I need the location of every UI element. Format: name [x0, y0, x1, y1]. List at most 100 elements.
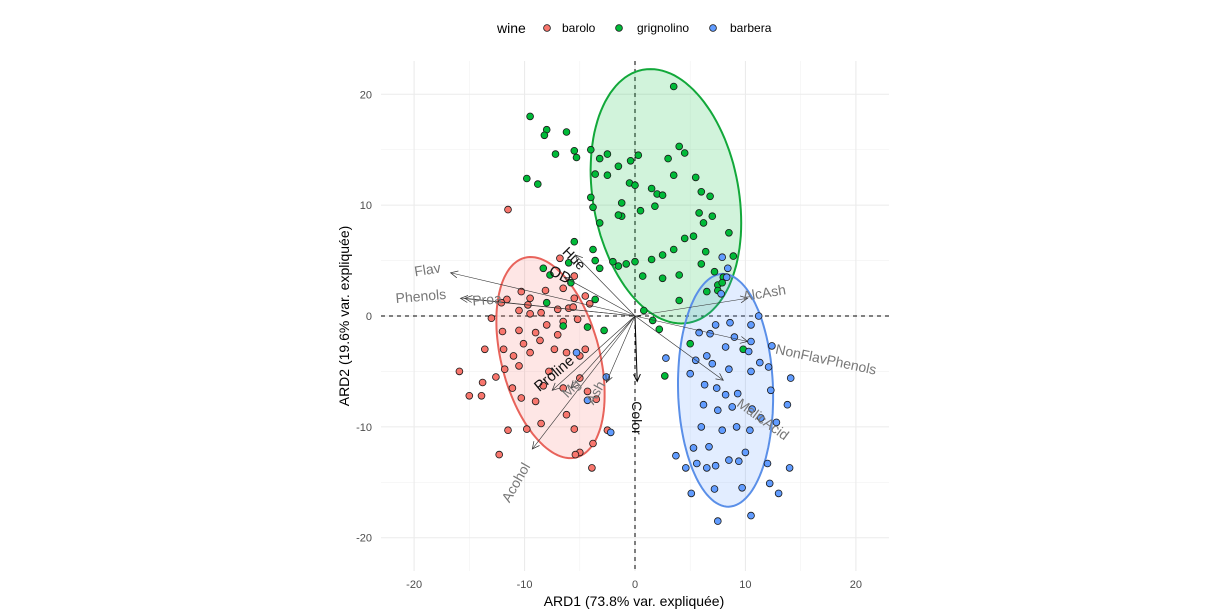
point-barolo: [508, 384, 517, 392]
point-barbera: [765, 479, 774, 488]
point-barbera: [747, 337, 755, 346]
point-grignolino: [647, 255, 656, 264]
point-barolo: [541, 286, 550, 295]
y-tick-label: 20: [360, 89, 372, 101]
point-grignolino: [647, 184, 656, 193]
point-grignolino: [648, 316, 657, 325]
point-grignolino: [526, 112, 534, 121]
y-tick-label: -20: [356, 533, 372, 545]
point-grignolino: [600, 326, 608, 335]
point-barbera: [689, 444, 698, 452]
point-barolo: [537, 419, 545, 428]
point-barbera: [738, 483, 746, 492]
point-grignolino: [702, 287, 711, 296]
arrow-ash: [606, 315, 636, 383]
point-grignolino: [570, 147, 579, 155]
point-barolo: [571, 450, 580, 459]
x-axis-ticks: -20 -10 0 10 20: [406, 579, 862, 591]
variable-label-proa: Proa: [472, 290, 503, 309]
point-barolo: [589, 439, 597, 448]
point-barbera: [583, 396, 592, 405]
point-barbera: [722, 273, 731, 282]
point-grignolino: [539, 264, 548, 273]
point-grignolino: [675, 296, 683, 305]
point-grignolino: [603, 150, 612, 158]
legend-item-grignolino: grignolino: [615, 21, 689, 35]
point-grignolino: [660, 372, 669, 380]
arrow-mg: [570, 315, 636, 389]
point-barbera: [744, 347, 753, 356]
point-barolo: [559, 284, 567, 293]
point-barolo: [545, 367, 553, 376]
point-barbera: [733, 389, 742, 398]
point-barbera: [672, 451, 680, 460]
point-grignolino: [695, 209, 703, 217]
point-grignolino: [664, 154, 672, 163]
point-grignolino: [562, 128, 571, 136]
point-barbera: [757, 414, 765, 422]
point-barbera: [721, 390, 730, 399]
point-grignolino: [591, 295, 599, 304]
point-barbera: [728, 403, 736, 411]
arrow-hue: [575, 254, 636, 317]
point-barolo: [550, 345, 559, 354]
point-grignolino: [638, 272, 647, 280]
point-grignolino: [697, 188, 706, 196]
point-barolo: [498, 327, 507, 336]
point-barolo: [517, 394, 526, 402]
point-grignolino: [691, 173, 700, 182]
point-grignolino: [725, 229, 733, 237]
point-grignolino: [586, 193, 595, 202]
point-barbera: [725, 365, 733, 374]
point-barbera: [681, 464, 690, 472]
point-grignolino: [542, 298, 551, 307]
point-barolo: [515, 326, 523, 335]
point-grignolino: [697, 260, 706, 268]
point-grignolino: [591, 170, 599, 178]
legend-label-barbera: barbera: [730, 21, 772, 35]
point-barbera: [747, 321, 755, 329]
point-grignolino: [675, 142, 683, 151]
point-grignolino: [595, 219, 604, 227]
point-grignolino: [675, 271, 683, 279]
arrow-acohol: [532, 315, 636, 450]
point-barolo: [573, 315, 582, 324]
point-barolo: [553, 305, 562, 314]
point-grignolino: [559, 322, 567, 330]
point-grignolino: [658, 274, 667, 283]
legend-item-barolo: barolo: [543, 21, 596, 35]
arrowhead-flav: [449, 270, 459, 279]
arrowhead-ash: [605, 374, 613, 384]
point-barolo: [495, 450, 504, 459]
arrow-flav: [450, 272, 636, 317]
point-grignolino: [636, 206, 645, 215]
point-barbera: [785, 464, 794, 472]
arrowhead-proa: [459, 295, 469, 303]
point-grignolino: [614, 211, 623, 219]
x-axis-title: ARD1 (73.8% var. expliquée): [544, 593, 725, 609]
point-barbera: [786, 374, 795, 382]
point-grignolino: [570, 237, 579, 246]
point-barbera: [710, 485, 719, 493]
point-grignolino: [617, 199, 626, 207]
point-grignolino: [551, 150, 560, 158]
y-tick-label: 0: [366, 311, 372, 323]
arrowhead-nonflavphenols: [739, 336, 749, 344]
point-barbera: [686, 369, 694, 378]
point-grignolino: [655, 325, 664, 334]
point-barbera: [708, 359, 717, 368]
point-grignolino: [669, 82, 678, 91]
point-grignolino: [710, 267, 719, 276]
point-grignolino: [595, 264, 604, 273]
point-barbera: [723, 264, 732, 273]
point-barbera: [774, 489, 783, 498]
point-grignolino: [583, 323, 592, 331]
point-barolo: [570, 272, 579, 280]
point-barbera: [697, 423, 706, 431]
point-barbera: [732, 423, 741, 431]
point-grignolino: [658, 251, 667, 259]
point-grignolino: [701, 247, 710, 256]
point-grignolino: [591, 256, 599, 265]
point-barolo: [526, 348, 534, 357]
point-barolo: [542, 321, 551, 329]
